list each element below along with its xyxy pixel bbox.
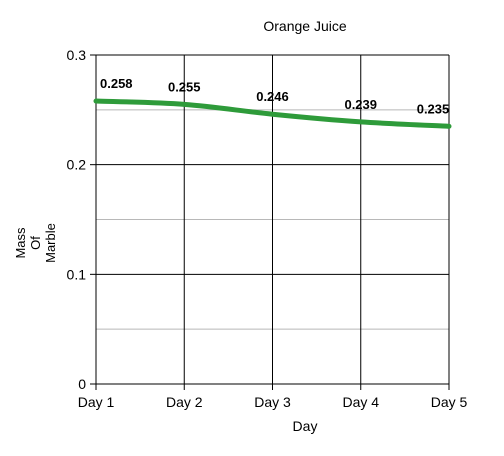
y-axis-label-line-3: Marble (43, 223, 58, 263)
data-label: 0.255 (168, 79, 201, 94)
data-label: 0.246 (256, 89, 289, 104)
y-axis-label-line-1: Mass (13, 227, 28, 259)
x-tick-label: Day 4 (342, 394, 379, 410)
data-label: 0.258 (100, 76, 133, 91)
x-tick-label: Day 2 (166, 394, 203, 410)
data-label: 0.235 (417, 101, 450, 116)
x-tick-label: Day 5 (431, 394, 468, 410)
y-axis-label-line-2: Of (28, 236, 43, 250)
grid-layer (96, 55, 449, 390)
y-tick-label: 0.2 (67, 157, 87, 173)
x-tick-label: Day 1 (78, 394, 115, 410)
y-tick-label: 0 (78, 376, 86, 392)
chart-title: Orange Juice (263, 18, 346, 34)
data-label: 0.239 (344, 97, 377, 112)
y-axis-label: Mass Of Marble (13, 223, 58, 263)
y-tick-label: 0.3 (67, 47, 87, 63)
x-tick-label: Day 3 (254, 394, 291, 410)
x-axis-label: Day (293, 418, 318, 434)
y-tick-label: 0.1 (67, 266, 87, 282)
